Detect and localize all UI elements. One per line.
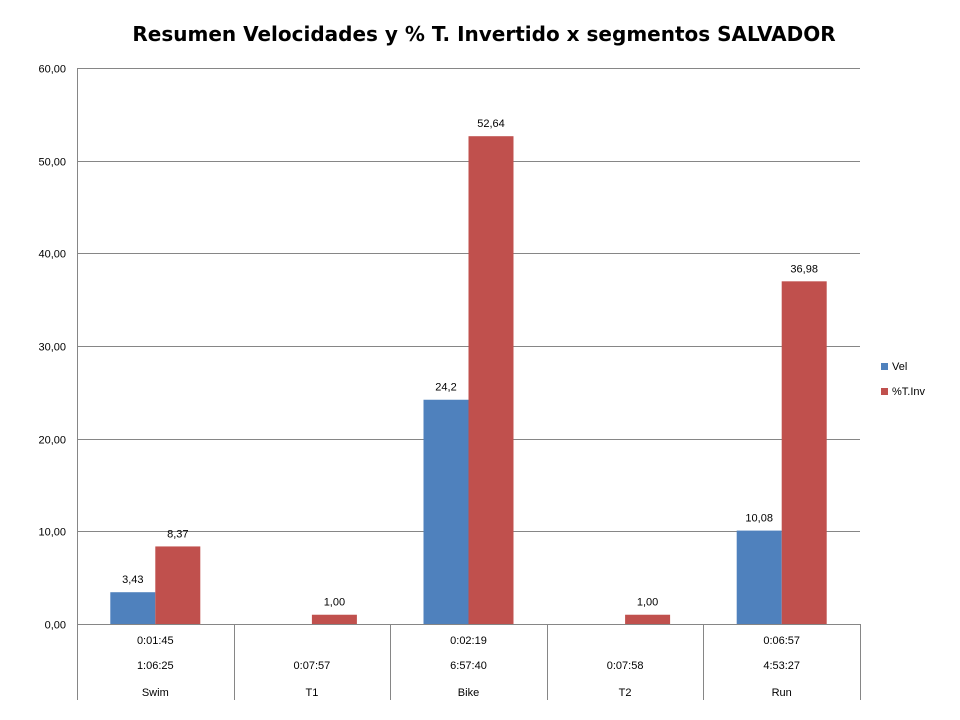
- bar--t-inv: [311, 614, 357, 624]
- category-label: 1:06:25: [137, 660, 174, 672]
- category-label: Swim: [142, 687, 169, 699]
- category-label: 6:57:40: [450, 660, 487, 672]
- data-label: 10,08: [745, 513, 773, 525]
- bar-vel: [423, 399, 469, 624]
- data-label: 3,43: [122, 574, 143, 586]
- bar--t-inv: [781, 281, 827, 624]
- category-label: 0:01:45: [137, 635, 174, 647]
- category-label: 0:06:57: [763, 635, 800, 647]
- bar-vel: [736, 530, 782, 624]
- data-label: 36,98: [790, 263, 818, 275]
- legend-swatch: [881, 388, 888, 395]
- y-tick-label: 60,00: [38, 64, 66, 76]
- y-tick-label: 10,00: [38, 527, 66, 539]
- bar-vel: [110, 592, 156, 624]
- y-tick-label: 30,00: [38, 342, 66, 354]
- y-tick-label: 50,00: [38, 157, 66, 169]
- category-label: 0:07:58: [607, 660, 644, 672]
- category-label: 0:02:19: [450, 635, 487, 647]
- category-label: Bike: [458, 687, 479, 699]
- bar--t-inv: [155, 546, 201, 624]
- chart-title: Resumen Velocidades y % T. Invertido x s…: [132, 22, 836, 46]
- data-label: 1,00: [324, 597, 345, 609]
- y-tick-label: 20,00: [38, 435, 66, 447]
- category-label: Run: [772, 687, 792, 699]
- bar--t-inv: [625, 614, 671, 624]
- data-label: 24,2: [435, 382, 456, 394]
- data-label: 8,37: [167, 528, 188, 540]
- category-label: T1: [305, 687, 318, 699]
- legend-swatch: [881, 363, 888, 370]
- bar--t-inv: [468, 136, 514, 624]
- data-label: 1,00: [637, 597, 658, 609]
- legend-label: Vel: [892, 361, 907, 373]
- category-label: 4:53:27: [763, 660, 800, 672]
- category-label: T2: [619, 687, 632, 699]
- y-tick-label: 0,00: [45, 620, 66, 632]
- legend-label: %T.Inv: [892, 386, 926, 398]
- y-tick-label: 40,00: [38, 249, 66, 261]
- data-label: 52,64: [477, 118, 505, 130]
- category-label: 0:07:57: [294, 660, 331, 672]
